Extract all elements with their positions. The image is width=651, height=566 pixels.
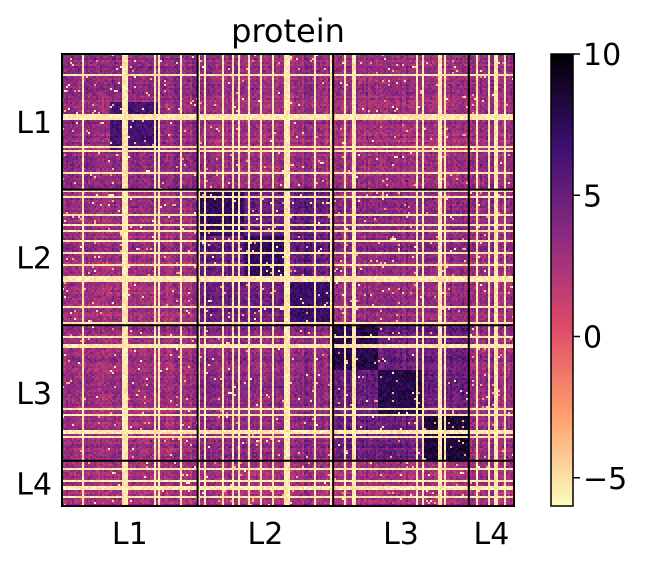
y-tick-label: L3 (16, 377, 52, 412)
y-tick-label: L1 (16, 106, 52, 141)
chart-title: protein (231, 12, 345, 50)
x-tick-label: L3 (383, 517, 419, 552)
heatmap-matrix (62, 54, 514, 506)
x-tick-label: L4 (473, 517, 509, 552)
heatmap-frame (61, 53, 515, 507)
heatmap-image (62, 54, 514, 506)
x-tick-label: L1 (112, 517, 148, 552)
x-axis-ticks: L1 L2 L3 L4 (112, 517, 509, 552)
x-tick-label: L2 (247, 517, 283, 552)
colorbar-tick-label: 10 (583, 38, 621, 73)
y-tick-label: L2 (16, 241, 52, 276)
colorbar-tick-label: 5 (583, 179, 602, 214)
y-tick-label: L4 (16, 467, 52, 502)
colorbar: 10 5 0 −5 (550, 38, 627, 507)
colorbar-gradient (550, 53, 574, 507)
colorbar-tick-label: 0 (583, 321, 602, 356)
y-axis-ticks: L1 L2 L3 L4 (16, 106, 52, 503)
block-divider-lines (62, 54, 514, 506)
colorbar-ticks: 10 5 0 −5 (573, 38, 627, 497)
colorbar-tick-label: −5 (583, 462, 627, 497)
